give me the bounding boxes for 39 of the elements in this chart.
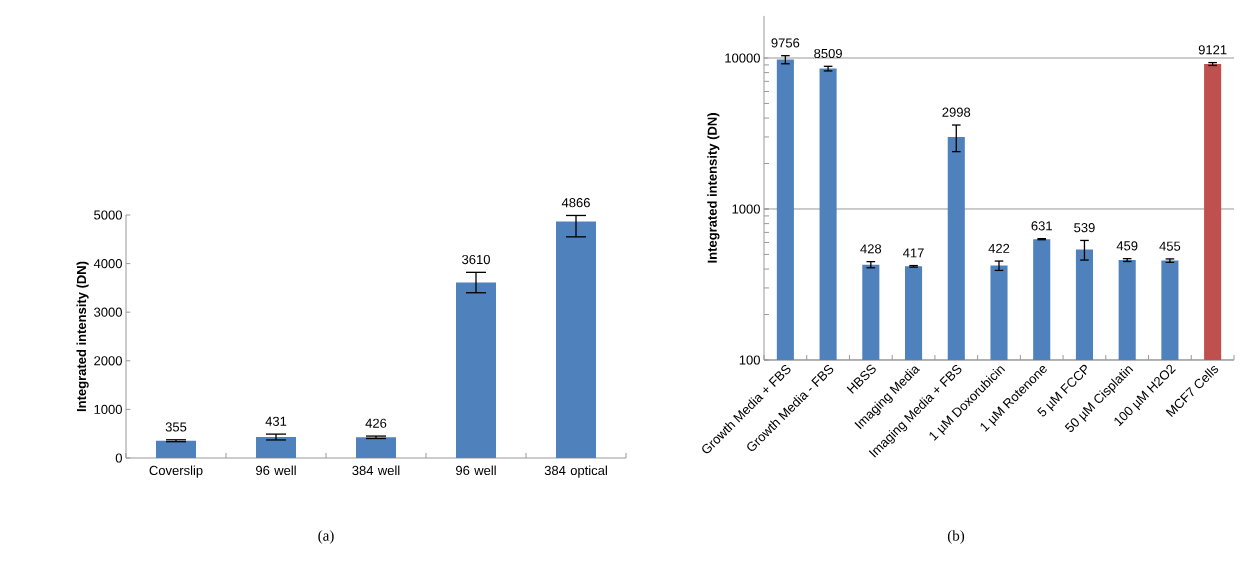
y-tick-label: 1000 [732, 204, 760, 214]
data-label: 355 [165, 422, 187, 432]
y-tick-label: 4000 [93, 258, 122, 269]
x-tick-label: Coverslip [149, 465, 203, 478]
text: (b) [947, 530, 965, 544]
data-label: 431 [265, 416, 287, 426]
x-tick-label: 96 well [456, 465, 496, 476]
y-tick-label: 2000 [94, 356, 122, 366]
data-label: 631 [1031, 221, 1052, 231]
data-label: 2998 [942, 107, 971, 117]
data-label: 417 [903, 248, 924, 258]
y-tick-label: 3000 [94, 307, 122, 317]
data-label: 9121 [1198, 45, 1227, 55]
data-label: 4866 [561, 198, 590, 208]
data-label: 428 [860, 244, 882, 254]
y-axis-title: Integrated intensity (DN) [707, 113, 720, 263]
text: (a) [318, 530, 334, 544]
bar [456, 282, 497, 458]
data-label: 9756 [771, 38, 800, 48]
bar [556, 221, 597, 458]
data-label: 455 [1159, 241, 1181, 251]
y-tick-label: 1000 [94, 404, 122, 414]
x-tick-label: 96 well [256, 465, 296, 476]
data-label: 3610 [462, 254, 490, 265]
y-tick-label: 5000 [94, 210, 122, 220]
data-label: 459 [1116, 241, 1138, 251]
bar [356, 437, 397, 458]
data-label: 8509 [814, 48, 842, 59]
y-axis-title: Integrated intensity (DN) [76, 261, 89, 412]
x-tick-label: 384 optical [544, 465, 607, 478]
y-tick-label: 0 [115, 453, 122, 463]
x-tick-label: 384 well [352, 465, 400, 476]
y-tick-label: 100 [739, 355, 760, 365]
bar [256, 437, 297, 458]
data-label: 426 [365, 418, 387, 428]
y-tick-label: 10000 [725, 53, 760, 63]
data-label: 422 [988, 243, 1010, 253]
bar [156, 440, 197, 458]
data-label: 539 [1074, 223, 1095, 233]
